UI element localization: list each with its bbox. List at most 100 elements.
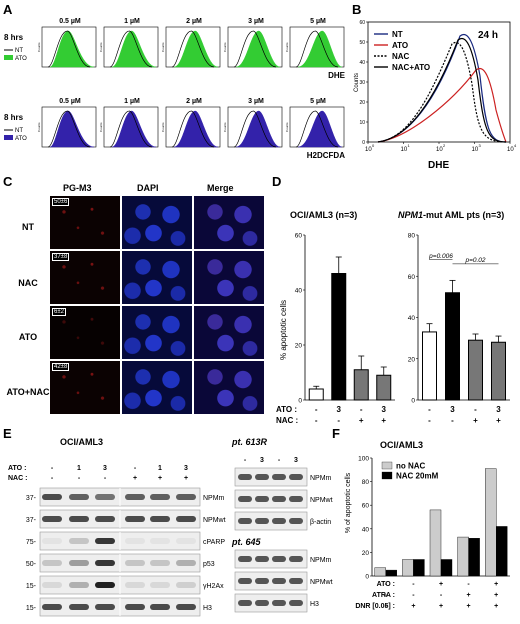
panel-c-tile (194, 251, 264, 304)
panel-e-pt1-band (289, 474, 303, 480)
panel-e-protein: H3 (203, 605, 212, 612)
panel-b-histogram: 24 h DHE Counts 010203040506010010110210… (354, 20, 517, 171)
panel-c-count-label: 50±6 (52, 198, 70, 206)
panel-e-pt1-strip (234, 489, 308, 509)
panel-b-ytick-label: 60 (359, 20, 365, 26)
panel-f-atra-value: + (467, 592, 471, 599)
panel-f-atra-value: - (385, 592, 388, 599)
panel-a-ylabel: Counts (161, 122, 165, 132)
panel-e-pt1-protein: NPMwt (310, 497, 333, 504)
panel-f-dnr-value: - (385, 603, 388, 610)
panel-e-pt1-ato: - (278, 457, 281, 464)
panel-a-dose: 5 µM (310, 98, 326, 105)
panel-c-tile (194, 361, 264, 414)
panel-a-time: 8 hrs (4, 113, 24, 122)
panel-a-legend-nt: NT (15, 48, 23, 54)
panel-d-bar (353, 369, 369, 401)
panel-e-band (42, 582, 62, 588)
panel-e-pt2-band (238, 600, 252, 606)
panel-b-series-2 (377, 42, 507, 143)
panel-d-ato-value: 3 (496, 405, 501, 414)
panel-a-legend-nt: NT (15, 128, 23, 134)
panel-e-pt2-protein: NPMwt (310, 579, 333, 586)
panel-e-band (95, 516, 115, 522)
panel-e-pt2-band (272, 578, 286, 584)
panel-e-band (176, 560, 196, 566)
panel-e-band (176, 494, 196, 500)
panel-e-band (176, 582, 196, 588)
panel-c-col-merge: Merge (207, 183, 234, 193)
panel-f-ylabel: % of apoptotic cells (345, 472, 352, 533)
panel-b-ylabel: Counts (354, 73, 360, 92)
panel-e-pt2-protein: H3 (310, 601, 319, 608)
panel-d-pvalue: p=0.006 (428, 253, 453, 260)
panel-a-ato-histogram (235, 110, 281, 148)
panel-e-band (125, 582, 145, 588)
panel-a-ato-histogram (173, 110, 219, 148)
panel-c-row-ato: ATO (19, 332, 37, 342)
panel-e-band (95, 560, 115, 566)
panel-d-row-ato: ATO : (276, 405, 297, 414)
panel-d-ato-value: - (428, 405, 431, 414)
panel-d-right-title-italic: NPM1 (398, 210, 423, 220)
panel-b-xtick-label: 10 (436, 147, 443, 153)
panel-e-protein: γH2Ax (203, 583, 224, 590)
panel-a-legend-ato-swatch (4, 55, 13, 60)
panel-f-row-dnr: DNR [0.05] : (355, 603, 395, 610)
panel-e-band (150, 560, 170, 566)
panel-e-ato-value: - (51, 465, 54, 472)
panel-e-nac-value: + (158, 475, 162, 482)
panel-e-pt1-protein: β-actin (310, 519, 331, 526)
panel-d-nac-value: - (428, 416, 431, 425)
panel-f-legend-swatch (381, 461, 393, 470)
panel-d-bar (308, 388, 324, 401)
panel-a-dose: 0.5 µM (59, 98, 81, 105)
panel-e-nac-value: + (184, 475, 188, 482)
panel-d-nac-value: + (359, 416, 364, 425)
panel-a-ylabel: Counts (99, 122, 103, 132)
panel-e-band (42, 560, 62, 566)
panel-f-bar-no-nac (429, 509, 442, 577)
panel-e-band (69, 560, 89, 566)
panel-b-xtick-exp: 2 (443, 143, 446, 148)
panel-f-legend-swatch (381, 471, 393, 480)
panel-e-protein: p53 (203, 561, 215, 568)
panel-f-row-ato: ATO : (377, 581, 395, 588)
panel-b-xtick-label: 10 (472, 147, 479, 153)
panel-e-band (125, 494, 145, 500)
panel-a-legend-ato: ATO (15, 56, 27, 62)
panel-b-ytick-label: 20 (359, 100, 365, 106)
panel-e-band (125, 516, 145, 522)
panel-a-ato-histogram (235, 30, 281, 68)
panel-f-ytick-label: 20 (362, 550, 370, 557)
panel-e-band (95, 494, 115, 500)
panel-f-bar-nac (440, 559, 453, 577)
panel-e-pt1-title: pt. 613R (231, 437, 268, 447)
panel-e-band (69, 582, 89, 588)
panel-a-ylabel: Counts (161, 42, 165, 52)
panel-d-bar (445, 292, 460, 401)
panel-b-xtick-exp: 0 (372, 143, 375, 148)
panel-a-dose: 0.5 µM (59, 18, 81, 25)
panel-e-blots: - 1 3 - 1 3 - - - + + +37- NPMm 37- NPMwt 75- cPARP 50- p5… (26, 457, 333, 617)
panel-a-ato-histogram (111, 110, 157, 148)
panel-f-title: OCI/AML3 (380, 440, 423, 450)
panel-e-ato-value: - (134, 465, 137, 472)
panel-a-nt-histogram (171, 30, 215, 68)
panel-f-ytick-label: 40 (362, 526, 370, 533)
panel-a-nt-histogram (47, 30, 91, 68)
panel-e-nac-value: - (51, 475, 54, 482)
panel-e-pt2-strip (234, 593, 308, 613)
panel-f-ato-value: - (412, 581, 415, 588)
panel-f-bar-no-nac (485, 468, 497, 577)
panel-c-row-atonac: ATO+NAC (7, 387, 50, 397)
panel-e-band (150, 538, 170, 544)
panel-f-ytick-label: 60 (362, 503, 370, 510)
panel-e-band (125, 604, 145, 610)
panel-a-nt-histogram (47, 110, 91, 148)
panel-e-band (42, 538, 62, 544)
panel-a-dose: 2 µM (186, 18, 202, 25)
panel-a-dose: 5 µM (310, 18, 326, 25)
panel-f-ytick-label: 80 (362, 479, 370, 486)
panel-e-band (42, 604, 62, 610)
